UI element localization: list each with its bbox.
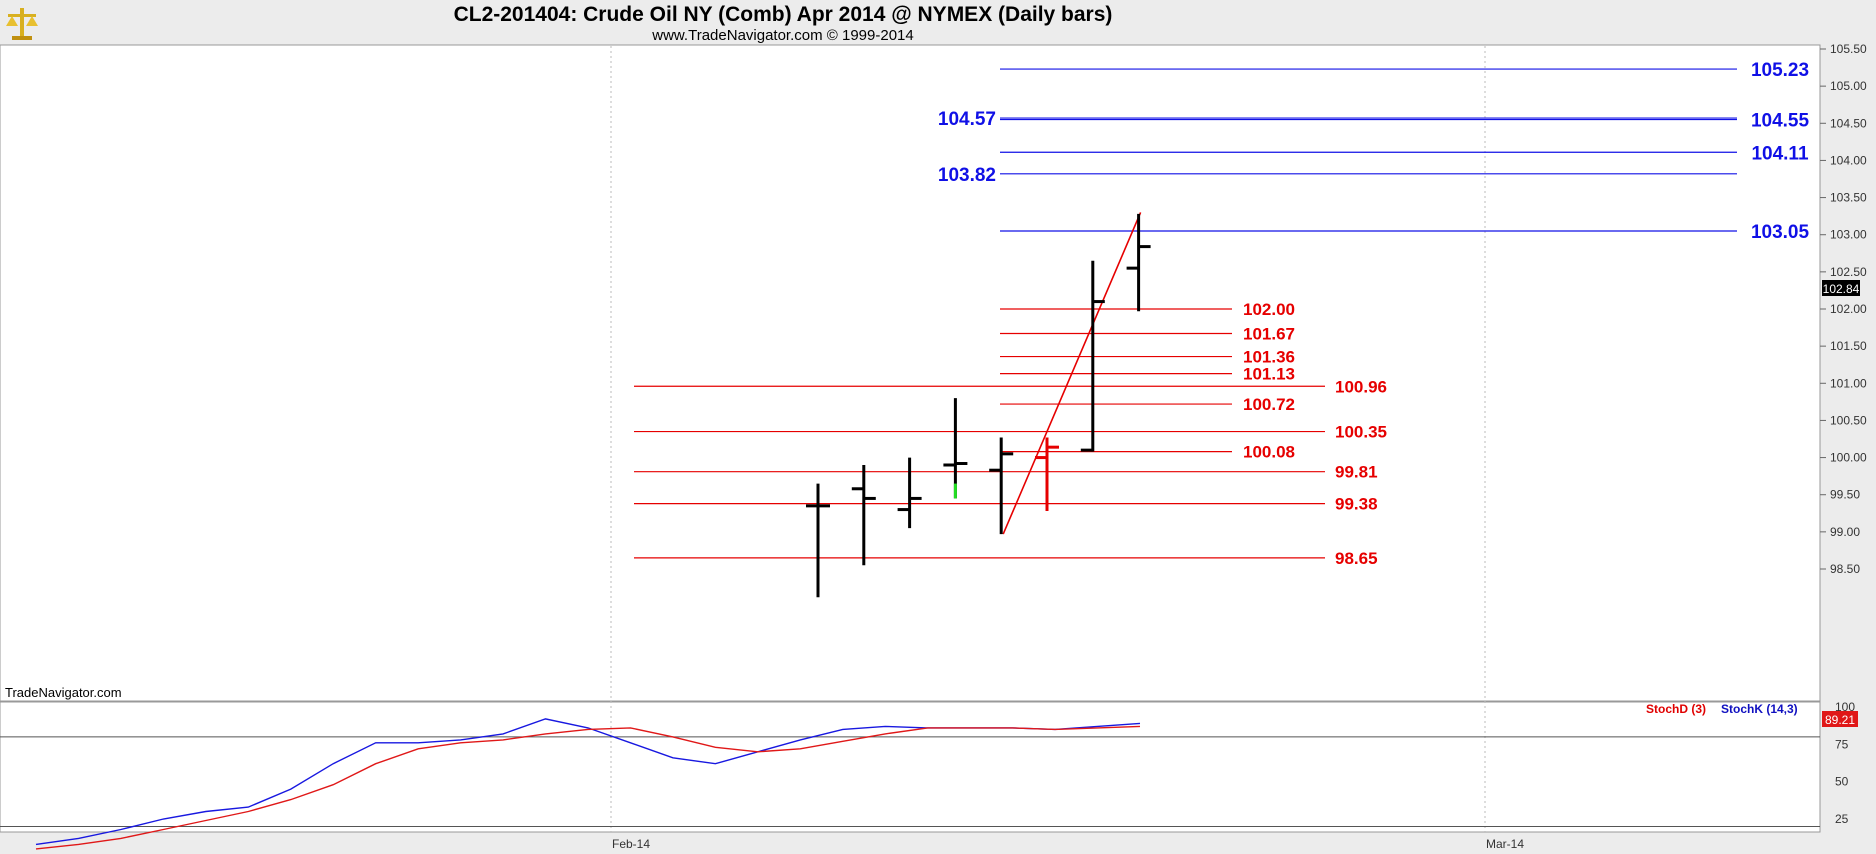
red-level-label: 101.13 <box>1243 365 1295 384</box>
price-axis: 98.50 99.00 99.50 100.00 100.50 101.00 101.50 1… <box>1820 42 1867 826</box>
ohlc-bar <box>897 457 922 529</box>
legend-stochk: StochK (14,3) <box>1721 702 1798 716</box>
ohlc-bar <box>851 465 876 566</box>
ohlc-bar <box>989 437 1014 535</box>
y-tick-label: 100.00 <box>1830 451 1867 465</box>
stochastic-panel <box>0 701 1821 833</box>
y-tick-label: 105.50 <box>1830 42 1867 56</box>
y-tick-label: 102.50 <box>1830 265 1867 279</box>
stoch-tick-label: 50 <box>1835 775 1849 789</box>
y-tick-label: 101.00 <box>1830 376 1867 390</box>
price-panel <box>0 44 1821 702</box>
y-tick-label: 103.50 <box>1830 191 1867 205</box>
stoch-series-line <box>35 725 1141 850</box>
ohlc-bar <box>1126 213 1151 312</box>
logo <box>6 8 38 40</box>
blue-level-label: 103.05 <box>1751 222 1810 243</box>
chart-subtitle: www.TradeNavigator.com © 1999-2014 <box>651 27 913 44</box>
stoch-tick-label: 100 <box>1835 700 1855 714</box>
price-bars <box>806 212 1151 598</box>
red-level-label: 100.08 <box>1243 443 1295 462</box>
red-level-label: 100.96 <box>1335 377 1387 396</box>
y-tick-label: 104.50 <box>1830 116 1867 130</box>
scales-logo-icon <box>6 8 38 40</box>
red-level-label: 99.81 <box>1335 463 1378 482</box>
red-level-label: 98.65 <box>1335 549 1378 568</box>
ohlc-bar <box>806 483 830 598</box>
blue-level-label: 104.55 <box>1751 111 1810 132</box>
grid <box>0 46 1820 832</box>
blue-level-label: 104.57 <box>938 109 996 130</box>
stoch-tick-label: 75 <box>1835 737 1849 751</box>
last-price-marker: 102.84 <box>1822 280 1860 296</box>
stochastic-lines <box>35 718 1141 850</box>
red-level-label: 101.36 <box>1243 348 1295 367</box>
y-tick-label: 103.00 <box>1830 228 1867 242</box>
red-level-label: 99.38 <box>1335 495 1378 514</box>
y-tick-label: 99.00 <box>1830 525 1860 539</box>
y-tick-label: 105.00 <box>1830 79 1867 93</box>
trend-line <box>1002 212 1142 535</box>
last-price-label: 102.84 <box>1823 282 1860 296</box>
stoch-tick-label: 25 <box>1835 812 1849 826</box>
ohlc-bar <box>1080 260 1105 452</box>
y-tick-label: 100.50 <box>1830 413 1867 427</box>
ohlc-bar <box>943 398 968 499</box>
last-stoch-label: 89.21 <box>1825 713 1855 727</box>
y-tick-label: 101.50 <box>1830 339 1867 353</box>
red-level-label: 100.35 <box>1335 423 1387 442</box>
ohlc-bar <box>1035 437 1059 512</box>
red-level-label: 101.67 <box>1243 325 1295 344</box>
last-stoch-marker: 89.21 <box>1822 711 1858 727</box>
y-tick-label: 104.00 <box>1830 153 1867 167</box>
y-tick-label: 98.50 <box>1830 562 1860 576</box>
blue-level-label: 104.11 <box>1751 143 1808 164</box>
red-level-label: 102.00 <box>1243 300 1295 319</box>
chart-title: CL2-201404: Crude Oil NY (Comb) Apr 2014… <box>454 3 1113 26</box>
red-level-label: 100.72 <box>1243 395 1295 414</box>
price-levels: 105.23 104.57 104.55 104.11 103.82 103.05 102.… <box>634 60 1809 568</box>
watermark: TradeNavigator.com <box>5 685 122 700</box>
blue-level-label: 105.23 <box>1751 60 1809 81</box>
x-label-feb: Feb-14 <box>612 837 650 851</box>
y-tick-label: 102.00 <box>1830 302 1867 316</box>
blue-level-label: 103.82 <box>938 165 996 186</box>
x-label-mar: Mar-14 <box>1486 837 1524 851</box>
y-tick-label: 99.50 <box>1830 488 1860 502</box>
legend-stochd: StochD (3) <box>1646 702 1706 716</box>
